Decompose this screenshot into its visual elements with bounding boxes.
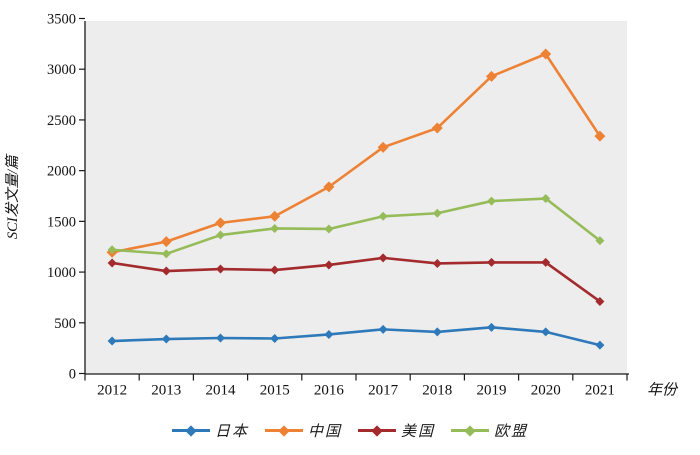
plot-area [85, 21, 627, 374]
x-tick-label: 2020 [531, 383, 561, 399]
x-axis-title: 年份 [647, 382, 679, 399]
x-tick-label: 2013 [151, 383, 181, 399]
x-tick-label: 2014 [206, 383, 237, 399]
x-tick-label: 2015 [260, 383, 290, 399]
legend-label-japan: 日本 [214, 424, 249, 440]
y-tick-label: 1500 [47, 214, 76, 230]
legend-marker-eu [451, 424, 490, 437]
x-tick-label: 2016 [314, 383, 345, 399]
y-axis-title: SCI发文量/篇 [4, 153, 21, 239]
legend-marker-usa [358, 424, 396, 437]
y-tick-label: 1000 [47, 265, 76, 281]
legend-diamond-japan [185, 424, 197, 437]
legend-marker-china [264, 424, 303, 437]
legend-label-usa: 美国 [401, 424, 436, 440]
y-tick-label: 500 [54, 316, 76, 332]
legend-item-eu: 欧盟 [451, 420, 528, 441]
series-line-japan [110, 326, 602, 347]
x-tick-label: 2018 [422, 383, 452, 399]
x-tick-label: 2019 [477, 383, 507, 399]
x-tick-label: 2012 [97, 383, 127, 399]
legend-diamond-usa [371, 424, 383, 437]
y-tick-label: 0 [69, 367, 76, 383]
legend-label-eu: 欧盟 [494, 424, 529, 440]
legend-marker-japan [171, 424, 210, 437]
series-line-china [110, 52, 602, 254]
series-line-usa [110, 256, 602, 303]
x-tick-label: 2021 [585, 383, 615, 399]
legend-item-usa: 美国 [358, 420, 435, 441]
y-tick-label: 3000 [47, 62, 76, 78]
y-tick-label: 2000 [47, 164, 76, 180]
legend-label-china: 中国 [307, 424, 342, 440]
y-tick-label: 3500 [47, 12, 76, 28]
series-line-eu [110, 197, 602, 256]
y-tick-label: 2500 [47, 113, 76, 129]
legend-item-china: 中国 [264, 420, 342, 441]
legend-diamond-eu [464, 424, 476, 437]
legend-item-japan: 日本 [171, 420, 249, 441]
x-tick-label: 2017 [368, 383, 399, 399]
chart-legend: 日本 中国 美国 欧盟 [0, 420, 700, 441]
legend-diamond-china [278, 424, 290, 437]
